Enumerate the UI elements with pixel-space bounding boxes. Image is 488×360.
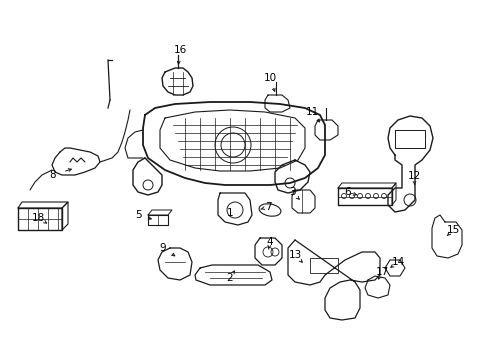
Text: 8: 8 xyxy=(50,170,56,180)
Text: 3: 3 xyxy=(288,187,295,197)
Text: 10: 10 xyxy=(263,73,276,83)
Ellipse shape xyxy=(259,204,280,216)
Text: 13: 13 xyxy=(288,250,301,260)
Text: 12: 12 xyxy=(407,171,420,181)
Text: 7: 7 xyxy=(264,202,271,212)
Text: 18: 18 xyxy=(31,213,44,223)
Text: 2: 2 xyxy=(226,273,233,283)
Text: 6: 6 xyxy=(344,187,350,197)
Text: 15: 15 xyxy=(446,225,459,235)
Text: 4: 4 xyxy=(266,237,273,247)
Text: 1: 1 xyxy=(226,208,233,218)
Text: 9: 9 xyxy=(160,243,166,253)
Text: 16: 16 xyxy=(173,45,186,55)
Text: 17: 17 xyxy=(375,267,388,277)
Text: 11: 11 xyxy=(305,107,318,117)
Text: 14: 14 xyxy=(390,257,404,267)
Bar xyxy=(309,258,337,273)
Text: 5: 5 xyxy=(134,210,141,220)
